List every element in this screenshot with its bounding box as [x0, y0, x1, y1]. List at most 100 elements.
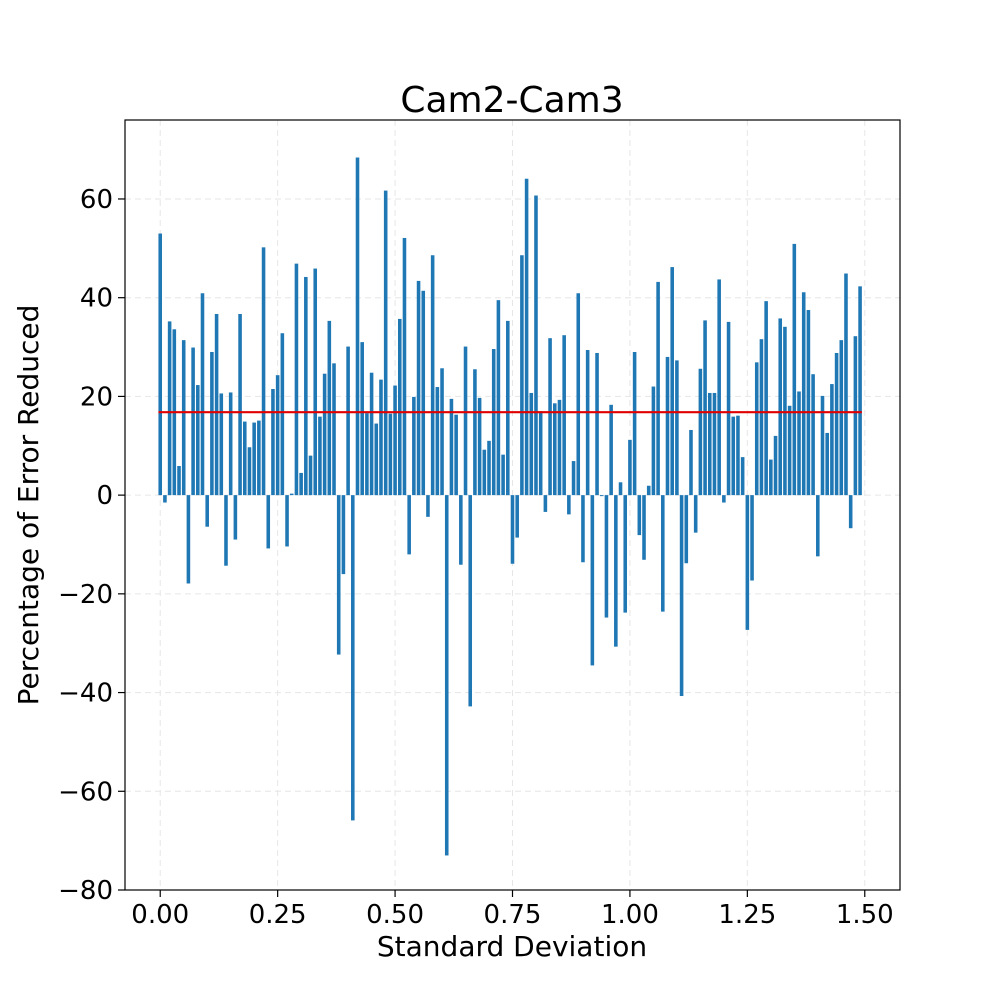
y-tick-label-5: 20 — [80, 382, 113, 412]
y-tick-label-4: 0 — [96, 481, 113, 511]
bar-9 — [200, 293, 205, 496]
bar-62 — [449, 398, 454, 496]
bar-143 — [830, 384, 834, 496]
bar-146 — [844, 273, 848, 496]
bar-12 — [214, 313, 219, 496]
bar-125 — [745, 495, 750, 630]
bar-90 — [581, 495, 585, 563]
bar-102 — [637, 495, 642, 536]
bar-49 — [388, 413, 393, 496]
bar-136 — [797, 391, 801, 496]
bar-97 — [614, 495, 618, 647]
bar-128 — [759, 339, 764, 496]
bar-144 — [834, 352, 839, 496]
bar-121 — [726, 321, 731, 496]
bar-17 — [238, 313, 242, 496]
bar-113 — [689, 429, 693, 496]
x-tick-label-2: 0.50 — [366, 900, 424, 930]
bar-115 — [698, 368, 703, 496]
bar-89 — [576, 293, 581, 496]
bar-32 — [308, 455, 313, 496]
bar-55 — [416, 280, 421, 496]
bar-122 — [731, 416, 736, 496]
bar-51 — [397, 318, 402, 496]
bar-59 — [435, 387, 440, 496]
bar-24 — [271, 389, 275, 496]
bar-101 — [632, 351, 637, 496]
bar-138 — [806, 310, 811, 496]
bar-70 — [487, 440, 491, 496]
bar-106 — [656, 281, 660, 496]
bar-119 — [717, 279, 721, 496]
bar-81 — [538, 411, 543, 496]
bar-56 — [421, 290, 426, 496]
bar-11 — [210, 351, 214, 496]
bar-46 — [374, 423, 379, 496]
bar-39 — [341, 495, 346, 575]
x-tick-label-1: 0.25 — [249, 900, 307, 930]
bar-41 — [351, 495, 355, 821]
bar-137 — [801, 292, 806, 496]
bar-4 — [177, 466, 181, 496]
bar-43 — [360, 342, 364, 496]
bar-73 — [501, 454, 505, 496]
bar-99 — [623, 495, 628, 613]
bar-83 — [548, 338, 552, 496]
bar-111 — [679, 495, 684, 697]
bar-109 — [670, 267, 674, 496]
bar-26 — [280, 333, 285, 496]
bar-84 — [552, 403, 557, 496]
bar-72 — [496, 300, 501, 496]
bar-74 — [506, 320, 510, 496]
bar-108 — [665, 356, 670, 496]
bar-23 — [266, 495, 271, 549]
bar-126 — [750, 495, 754, 581]
bar-57 — [426, 495, 430, 517]
bar-110 — [675, 360, 679, 496]
bar-48 — [383, 190, 388, 496]
x-tick-label-6: 1.50 — [836, 900, 894, 930]
bar-30 — [299, 472, 303, 496]
bar-20 — [252, 422, 256, 496]
bar-140 — [816, 495, 820, 557]
bar-94 — [599, 495, 604, 497]
bar-145 — [839, 340, 844, 496]
bar-129 — [764, 301, 768, 496]
bar-44 — [365, 413, 369, 496]
bar-53 — [407, 495, 411, 555]
bar-58 — [430, 255, 435, 496]
bar-131 — [773, 435, 778, 496]
bar-76 — [515, 495, 519, 538]
bar-2 — [167, 321, 172, 496]
bar-7 — [191, 347, 195, 496]
bar-135 — [792, 243, 797, 496]
bar-132 — [778, 318, 783, 496]
bar-25 — [275, 375, 280, 496]
y-tick-label-0: −80 — [58, 876, 113, 906]
bar-118 — [712, 392, 717, 496]
bar-14 — [224, 495, 228, 566]
bar-31 — [304, 276, 308, 496]
bar-120 — [722, 495, 726, 503]
bar-149 — [858, 286, 862, 496]
bar-100 — [628, 439, 632, 496]
bar-42 — [355, 157, 360, 496]
bar-40 — [346, 346, 350, 496]
bar-5 — [181, 340, 186, 496]
y-tick-label-1: −60 — [58, 777, 113, 807]
bar-117 — [707, 392, 712, 496]
bar-67 — [473, 369, 477, 496]
x-tick-label-0: 0.00 — [131, 900, 189, 930]
bar-112 — [684, 495, 689, 564]
bar-124 — [740, 457, 745, 496]
bar-98 — [618, 482, 623, 496]
bar-107 — [661, 495, 665, 612]
bar-22 — [261, 247, 266, 496]
bar-80 — [534, 195, 538, 496]
bar-103 — [642, 495, 646, 560]
bar-85 — [557, 399, 562, 496]
bar-148 — [853, 336, 858, 496]
bar-87 — [567, 495, 571, 515]
